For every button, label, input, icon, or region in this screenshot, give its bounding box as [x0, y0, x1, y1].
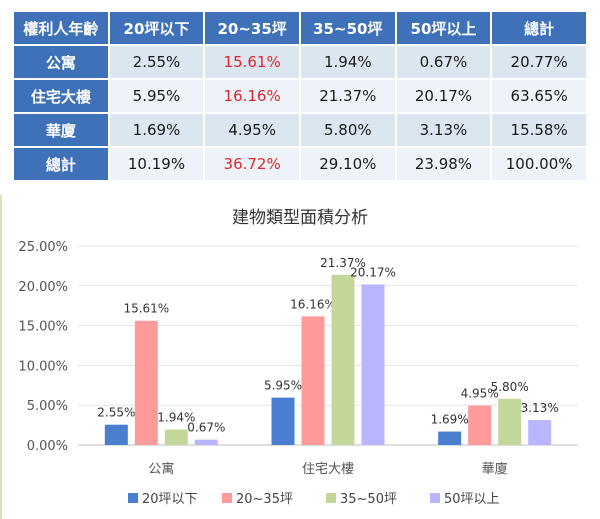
table-cell: 15.58%	[492, 114, 586, 146]
x-category-label: 住宅大樓	[302, 462, 354, 477]
bar	[361, 284, 385, 445]
data-label: 3.13%	[521, 401, 559, 415]
bar	[438, 431, 462, 445]
data-label: 21.37%	[320, 256, 366, 270]
table-cell: 2.55%	[109, 46, 204, 78]
table-cell: 100.00%	[492, 148, 586, 180]
bar	[104, 424, 128, 445]
table-cell: 1.94%	[300, 46, 395, 78]
bar	[164, 429, 188, 445]
table-cell: 5.95%	[109, 80, 204, 112]
row-label: 公寓	[14, 46, 108, 78]
bar	[301, 316, 325, 445]
table-cell: 21.37%	[300, 80, 395, 112]
row-label: 住宅大樓	[14, 80, 108, 112]
table-cell-highlighted: 36.72%	[205, 148, 299, 180]
table-cell: 1.69%	[109, 114, 204, 146]
table-cell: 20.77%	[492, 46, 586, 78]
bar	[468, 405, 492, 445]
row-label: 總計	[14, 148, 108, 180]
table-row: 華廈 1.69% 4.95% 5.80% 3.13% 15.58%	[14, 114, 586, 146]
bar	[498, 398, 522, 445]
data-label: 2.55%	[97, 406, 135, 420]
y-tick-label: 15.00%	[18, 320, 68, 335]
table-row: 公寓 2.55% 15.61% 1.94% 0.67% 20.77%	[14, 46, 586, 78]
data-label: 1.69%	[431, 413, 469, 427]
y-tick-label: 0.00%	[27, 439, 68, 454]
header-20-35: 20~35坪	[205, 12, 299, 44]
legend-swatch	[128, 493, 138, 503]
data-table: 權利人年齡 20坪以下 20~35坪 35~50坪 50坪以上 總計 公寓 2.…	[12, 10, 588, 182]
table-cell: 29.10%	[300, 148, 395, 180]
data-label: 1.94%	[157, 411, 195, 425]
row-label: 華廈	[14, 114, 108, 146]
bar	[134, 320, 158, 445]
table-header-row: 權利人年齡 20坪以下 20~35坪 35~50坪 50坪以上 總計	[14, 12, 586, 44]
table-cell: 3.13%	[396, 114, 491, 146]
bar	[271, 397, 295, 445]
table-cell-highlighted: 16.16%	[205, 80, 299, 112]
y-tick-label: 20.00%	[18, 280, 68, 295]
table-row: 住宅大樓 5.95% 16.16% 21.37% 20.17% 63.65%	[14, 80, 586, 112]
header-total: 總計	[492, 12, 586, 44]
data-label: 5.80%	[491, 380, 529, 394]
data-label: 5.95%	[264, 379, 302, 393]
table-cell: 20.17%	[396, 80, 491, 112]
y-tick-label: 25.00%	[18, 240, 68, 255]
legend-swatch	[430, 493, 440, 503]
table-cell: 5.80%	[300, 114, 395, 146]
data-label: 15.61%	[123, 302, 169, 316]
header-over-50: 50坪以上	[396, 12, 491, 44]
table-cell: 63.65%	[492, 80, 586, 112]
bar	[194, 439, 218, 445]
legend-label: 50坪以上	[444, 492, 500, 507]
legend-label: 20~35坪	[236, 492, 293, 507]
legend-swatch	[326, 493, 336, 503]
header-under-20: 20坪以下	[109, 12, 204, 44]
legend-label: 20坪以下	[142, 492, 198, 507]
header-age: 權利人年齡	[14, 12, 108, 44]
table-cell: 10.19%	[109, 148, 204, 180]
table-cell: 4.95%	[205, 114, 299, 146]
bar	[331, 274, 355, 445]
header-35-50: 35~50坪	[300, 12, 395, 44]
legend-label: 35~50坪	[340, 492, 397, 507]
data-label: 4.95%	[461, 387, 499, 401]
bar	[528, 420, 552, 445]
y-tick-label: 5.00%	[27, 399, 68, 414]
table-row: 總計 10.19% 36.72% 29.10% 23.98% 100.00%	[14, 148, 586, 180]
table-cell-highlighted: 15.61%	[205, 46, 299, 78]
data-label: 16.16%	[290, 297, 336, 311]
x-category-label: 公寓	[148, 461, 174, 477]
table-cell: 23.98%	[396, 148, 491, 180]
y-tick-label: 10.00%	[18, 359, 68, 374]
left-border-rule	[0, 195, 2, 519]
chart-title: 建物類型面積分析	[232, 208, 368, 228]
data-label: 20.17%	[350, 265, 396, 279]
data-label: 0.67%	[187, 421, 225, 435]
legend-swatch	[222, 493, 232, 503]
table-cell: 0.67%	[396, 46, 491, 78]
x-category-label: 華廈	[482, 461, 508, 477]
